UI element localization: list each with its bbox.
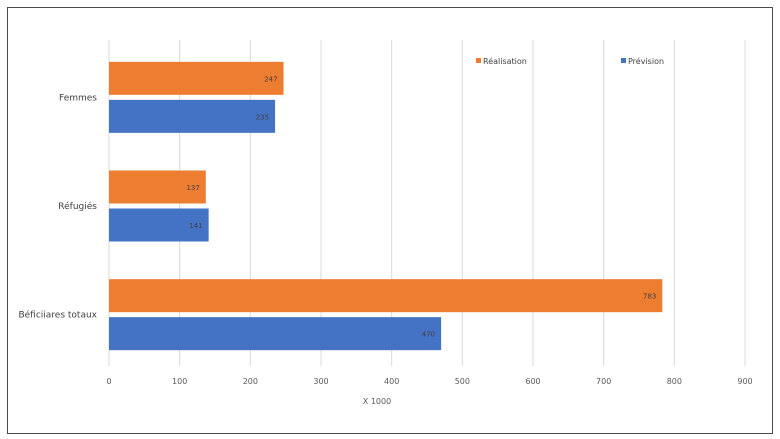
bars [109,61,663,351]
bar [109,208,209,242]
x-tick-label: 400 [384,377,399,386]
bar [109,99,276,133]
x-axis-title: X 1000 [363,397,391,406]
data-label: 783 [643,293,656,301]
bar [109,317,442,351]
x-tick-label: 200 [243,377,258,386]
category-labels: Femmes Réfugiés Béficiiares totaux [18,93,97,320]
x-tick-label: 700 [596,377,611,386]
x-tick-label: 800 [667,377,682,386]
x-tick-label: 300 [313,377,328,386]
x-tick-label: 600 [525,377,540,386]
category-label: Béficiiares totaux [18,310,97,321]
data-label: 137 [186,184,199,192]
bar [109,279,663,313]
x-axis-tick-labels: 0 100 200 300 400 500 600 700 800 900 [106,377,752,386]
bar [109,170,206,204]
x-tick-label: 500 [455,377,470,386]
legend-swatch [621,58,626,63]
data-labels: 247 235 137 141 783 470 [186,75,656,338]
x-tick-label: 100 [172,377,187,386]
bar [109,61,284,95]
category-label: Femmes [59,93,97,103]
legend-swatch [476,58,481,63]
x-tick-label: 0 [106,377,111,386]
legend-label: Réalisation [483,56,527,66]
data-label: 235 [256,113,269,121]
category-label: Réfugiés [58,201,97,212]
data-label: 470 [422,331,435,339]
legend: Réalisation Prévision [476,56,664,66]
legend-label: Prévision [628,56,664,66]
data-label: 141 [189,222,202,230]
x-tick-label: 900 [737,377,752,386]
data-label: 247 [264,75,277,83]
